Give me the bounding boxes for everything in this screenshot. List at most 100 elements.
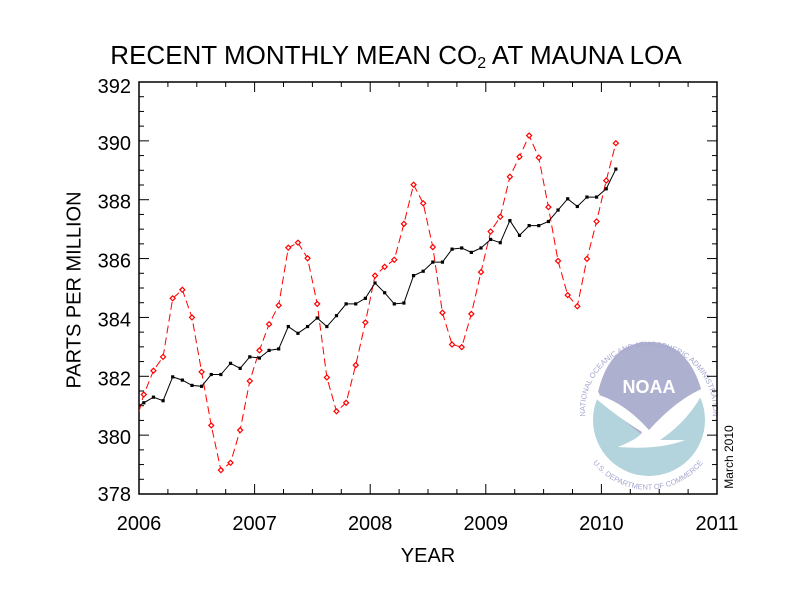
data-point-monthly-mean [284, 244, 292, 252]
data-point-monthly-mean [410, 181, 417, 189]
data-point-monthly-mean [371, 272, 379, 279]
data-point-monthly-mean [496, 213, 504, 221]
data-point-trend [171, 375, 175, 379]
data-point-trend [614, 167, 618, 171]
data-point-monthly-mean [304, 254, 311, 262]
data-point-monthly-mean [275, 302, 283, 309]
data-point-monthly-mean [564, 291, 572, 299]
data-point-trend [305, 324, 310, 329]
x-tick-label: 2009 [464, 513, 509, 535]
data-point-trend [277, 347, 281, 351]
data-point-trend [344, 302, 348, 306]
data-point-trend [209, 372, 213, 377]
data-point-trend [392, 302, 396, 306]
data-point-monthly-mean [487, 228, 494, 235]
data-point-monthly-mean [583, 255, 591, 263]
data-point-trend [527, 224, 531, 228]
data-point-trend [489, 237, 493, 242]
y-tick-label: 382 [98, 368, 131, 390]
data-point-trend [373, 281, 377, 285]
data-point-trend [479, 246, 483, 250]
data-point-monthly-mean [265, 320, 273, 328]
data-point-monthly-mean [342, 399, 350, 407]
data-point-trend [450, 247, 454, 251]
data-point-trend [315, 316, 319, 320]
data-point-trend [546, 219, 551, 224]
series-line-trend [138, 168, 617, 407]
data-point-trend [508, 219, 512, 223]
data-point-trend [517, 233, 522, 237]
data-point-monthly-mean [198, 368, 205, 376]
data-point-monthly-mean [188, 314, 196, 321]
data-point-monthly-mean [207, 422, 215, 429]
data-point-monthly-mean [516, 153, 523, 161]
data-point-monthly-mean [294, 239, 302, 247]
data-point-trend [402, 301, 406, 305]
data-point-monthly-mean [236, 426, 244, 434]
title-suffix: AT MAUNA LOA [486, 40, 682, 70]
x-tick-label: 2011 [695, 513, 738, 535]
x-axis-label: YEAR [400, 545, 456, 567]
data-point-trend [180, 378, 184, 382]
data-point-monthly-mean [381, 263, 388, 271]
data-point-monthly-mean [352, 361, 360, 369]
data-point-monthly-mean [602, 177, 610, 184]
series-line-monthly-mean [138, 134, 617, 472]
y-tick-label: 384 [98, 309, 131, 331]
data-point-monthly-mean [554, 257, 562, 265]
data-point-trend [498, 241, 502, 245]
data-point-trend [228, 361, 233, 365]
data-point-monthly-mean [439, 309, 446, 317]
data-point-trend [431, 260, 435, 264]
y-axis-label: PARTS PER MILLION [63, 191, 86, 389]
x-tick-label: 2007 [232, 513, 277, 535]
data-point-trend [585, 195, 589, 199]
y-tick-label: 386 [98, 251, 131, 273]
data-point-trend [219, 372, 223, 377]
data-point-trend [383, 291, 387, 295]
data-point-trend [267, 348, 271, 352]
data-point-trend [537, 224, 541, 228]
x-tick-label: 2006 [117, 513, 162, 535]
data-point-monthly-mean [573, 302, 581, 310]
data-point-monthly-mean [333, 407, 340, 415]
data-point-trend [248, 355, 252, 359]
data-point-monthly-mean [419, 199, 427, 207]
y-tick-label: 380 [98, 427, 131, 449]
y-tick-label: 392 [98, 76, 131, 98]
data-point-monthly-mean [400, 220, 408, 228]
data-point-trend [296, 331, 300, 335]
data-point-monthly-mean [179, 286, 186, 294]
logo-bird [590, 387, 706, 448]
data-point-trend [604, 187, 608, 191]
y-tick-label: 378 [98, 484, 131, 506]
data-point-monthly-mean [593, 218, 600, 225]
x-tick-label: 2010 [579, 513, 624, 535]
data-point-trend [440, 260, 445, 264]
data-point-trend [151, 395, 156, 399]
data-point-trend [421, 269, 425, 273]
data-point-trend [556, 208, 560, 212]
title-subscript: 2 [477, 55, 487, 72]
data-point-trend [411, 274, 416, 278]
data-point-trend [594, 195, 599, 199]
data-point-trend [238, 366, 242, 370]
data-point-monthly-mean [468, 310, 475, 318]
data-point-trend [566, 197, 570, 201]
data-point-monthly-mean [169, 294, 177, 302]
data-point-trend [286, 324, 290, 329]
data-point-monthly-mean [458, 343, 466, 351]
data-point-monthly-mean [506, 173, 514, 181]
data-point-trend [363, 296, 367, 300]
data-point-trend [354, 302, 358, 306]
data-point-monthly-mean [256, 347, 263, 354]
x-tick-label: 2008 [348, 513, 393, 535]
date-stamp: March 2010 [722, 425, 736, 489]
data-point-trend [161, 399, 165, 403]
data-point-trend [190, 383, 194, 388]
data-point-monthly-mean [429, 243, 437, 251]
logo-noaa-text: NOAA [623, 377, 676, 397]
data-point-trend [142, 401, 146, 405]
data-point-monthly-mean [323, 374, 331, 381]
